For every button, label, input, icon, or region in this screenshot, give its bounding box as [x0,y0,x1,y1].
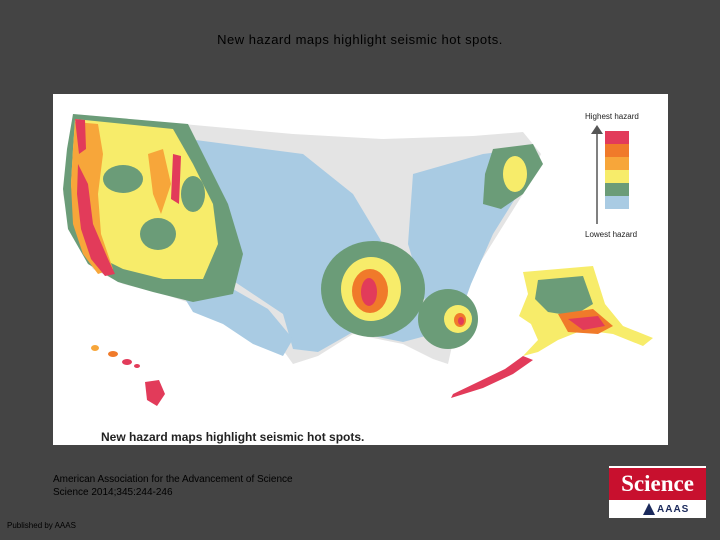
zone-highest-new-madrid [361,278,377,306]
hawaii-islands [91,345,165,406]
science-wordmark: Science [609,468,706,500]
hazard-legend [591,125,629,224]
zone-moderate-basin-2 [140,218,176,250]
aaas-icon [643,503,655,515]
zone-highest-charleston [458,317,464,325]
zone-high-pacific [71,122,113,274]
legend-arrow-head [591,125,603,134]
citation: American Association for the Advancement… [53,473,293,499]
alaska [451,266,653,398]
published-by: Published by AAAS [7,521,76,530]
zone-highest-cascadia [75,119,86,154]
zone-elevated-west [71,119,218,279]
zone-highest-wasatch [171,154,181,204]
citation-reference: Science 2014;345:244-246 [53,487,173,498]
zone-moderate-basin-1 [103,165,143,193]
slide-title: New hazard maps highlight seismic hot sp… [217,32,503,47]
hazard-map [63,114,653,406]
legend-lowest-label: Lowest hazard [585,230,638,239]
aaas-wordmark: AAAS [657,504,690,515]
zone-high-intermountain [148,149,171,214]
zone-highest-california [77,164,115,276]
zone-elevated-northeast [503,156,527,192]
citation-publisher: American Association for the Advancement… [53,474,293,485]
hazard-map-figure: Highest hazard Lowest hazard New hazard … [53,94,668,445]
legend-highest-label: Highest hazard [585,112,639,121]
zone-moderate-basin-3 [181,176,205,212]
science-logo: Science AAAS [609,466,706,518]
figure-caption: New hazard maps highlight seismic hot sp… [101,430,365,444]
